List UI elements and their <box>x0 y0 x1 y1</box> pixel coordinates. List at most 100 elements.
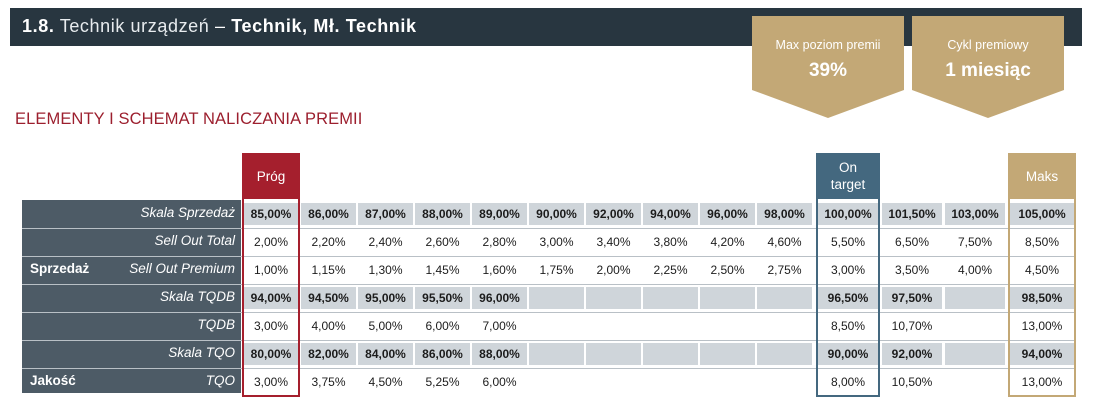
table-cell <box>529 343 584 365</box>
table-cell: 3,00% <box>253 375 289 389</box>
row-divider <box>22 368 1076 369</box>
section-number: 1.8. <box>22 16 55 36</box>
row-label: Sell Out Total <box>154 233 235 248</box>
table-cell: 96,00% <box>700 203 755 225</box>
row-divider <box>22 228 1076 229</box>
table-cell: 96,50% <box>818 287 878 309</box>
table-cell: 96,00% <box>472 287 527 309</box>
category-label: Sprzedaż <box>30 261 90 276</box>
bonus-cycle-label: Cykl premiowy <box>947 38 1029 52</box>
max-bonus-label: Max poziom premii <box>775 38 881 52</box>
table-cell: 5,25% <box>425 375 460 389</box>
table-cell: 2,40% <box>368 235 403 249</box>
table-cell: 13,00% <box>1021 319 1063 333</box>
table-cell <box>700 371 755 393</box>
table-cell <box>643 343 698 365</box>
bonus-cycle-badge: Cykl premiowy 1 miesiąc <box>912 16 1064 118</box>
table-cell <box>945 343 1005 365</box>
row-divider <box>22 284 1076 285</box>
table-cell: 101,50% <box>882 203 942 225</box>
table-cell: 1,15% <box>311 263 346 277</box>
row-label: TQO <box>205 373 235 388</box>
table-cell <box>700 287 755 309</box>
row-divider <box>22 312 1076 313</box>
table-cell: 95,50% <box>415 287 470 309</box>
table-cell <box>700 315 755 337</box>
table-cell: 4,00% <box>957 263 993 277</box>
row-labels-panel <box>22 200 241 393</box>
table-cell: 1,30% <box>368 263 403 277</box>
table-cell: 10,50% <box>891 375 933 389</box>
table-cell: 3,75% <box>311 375 346 389</box>
row-label: TQDB <box>197 317 235 332</box>
table-cell: 6,00% <box>482 375 517 389</box>
table-cell: 92,00% <box>882 343 942 365</box>
badge-shape-icon <box>752 16 904 118</box>
table-cell: 97,50% <box>882 287 942 309</box>
table-cell: 2,50% <box>710 263 745 277</box>
table-cell: 98,00% <box>757 203 812 225</box>
table-cell <box>529 315 584 337</box>
table-cell <box>945 287 1005 309</box>
table-cell: 86,00% <box>415 343 470 365</box>
table-cell: 4,50% <box>1024 263 1060 277</box>
table-cell <box>757 287 812 309</box>
table-cell: 88,00% <box>415 203 470 225</box>
table-cell: 5,50% <box>830 235 866 249</box>
table-cell: 2,20% <box>311 235 346 249</box>
table-cell <box>586 287 641 309</box>
table-cell: 94,00% <box>244 287 298 309</box>
table-cell: 8,50% <box>830 319 866 333</box>
row-label: Sell Out Premium <box>129 261 235 276</box>
table-cell <box>586 371 641 393</box>
table-cell: 3,00% <box>253 319 289 333</box>
table-cell: 7,50% <box>957 235 993 249</box>
section-heading: ELEMENTY I SCHEMAT NALICZANIA PREMII <box>15 110 363 128</box>
table-cell: 1,45% <box>425 263 460 277</box>
table-cell <box>529 371 584 393</box>
table-cell: 86,00% <box>301 203 356 225</box>
table-cell: 4,60% <box>767 235 802 249</box>
table-cell <box>757 315 812 337</box>
table-cell: 7,00% <box>482 319 517 333</box>
table-cell <box>643 315 698 337</box>
table-cell: 103,00% <box>945 203 1005 225</box>
section-subtitle: Technik, Mł. Technik <box>231 16 417 36</box>
category-label: Jakość <box>30 373 76 388</box>
table-cell: 1,75% <box>539 263 574 277</box>
table-cell: 3,00% <box>539 235 574 249</box>
table-cell: 4,20% <box>710 235 745 249</box>
table-cell: 94,00% <box>1010 343 1074 365</box>
table-cell: 84,00% <box>358 343 413 365</box>
section-title: Technik urządzeń <box>59 16 210 36</box>
table-cell <box>700 343 755 365</box>
table-cell: 95,00% <box>358 287 413 309</box>
row-label: Skala TQO <box>168 345 235 360</box>
table-cell: 105,00% <box>1010 203 1074 225</box>
table-cell: 2,80% <box>482 235 517 249</box>
table-cell: 2,00% <box>253 235 289 249</box>
max-bonus-value: 39% <box>808 60 848 81</box>
table-cell: 1,60% <box>482 263 517 277</box>
table-cell <box>586 315 641 337</box>
table-cell: 88,00% <box>472 343 527 365</box>
table-cell: 94,00% <box>643 203 698 225</box>
table-cell: 3,50% <box>894 263 930 277</box>
table-cell <box>586 343 641 365</box>
badge-shape-icon <box>912 16 1064 118</box>
table-cell: 6,50% <box>894 235 930 249</box>
table-cell: 3,80% <box>653 235 688 249</box>
table-cell: 82,00% <box>301 343 356 365</box>
table-cell <box>529 287 584 309</box>
table-cell: 87,00% <box>358 203 413 225</box>
table-cell: 6,00% <box>425 319 460 333</box>
table-cell: 8,00% <box>830 375 866 389</box>
table-cell: 98,50% <box>1010 287 1074 309</box>
table-cell: 4,50% <box>368 375 403 389</box>
row-label: Skala Sprzedaż <box>140 205 235 220</box>
table-cell <box>643 287 698 309</box>
table-cell: 3,00% <box>830 263 866 277</box>
table-cell: 90,00% <box>818 343 878 365</box>
bonus-cycle-value: 1 miesiąc <box>945 60 1031 81</box>
table-cell <box>643 371 698 393</box>
